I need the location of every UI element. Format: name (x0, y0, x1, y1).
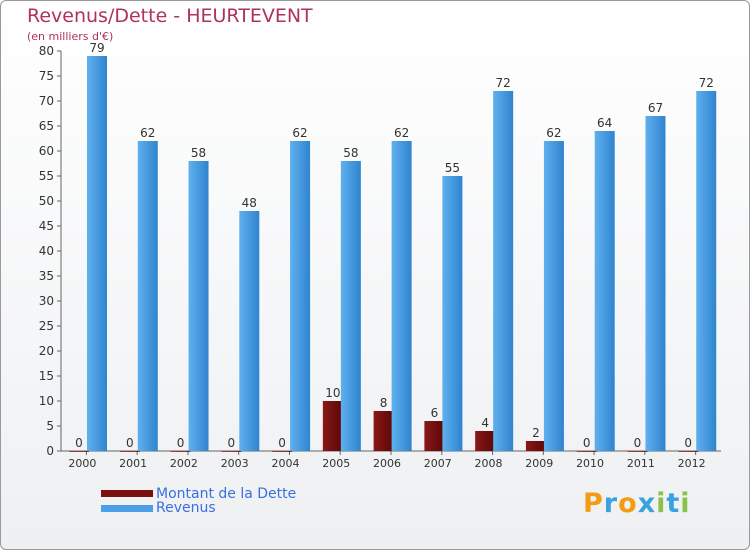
bar-dette (627, 451, 648, 452)
y-tick-label: 65 (39, 119, 54, 133)
bar-revenus (290, 141, 311, 451)
bar-revenus (239, 211, 260, 451)
logo-letter: r (603, 488, 619, 519)
data-label-dette: 0 (177, 436, 185, 450)
y-tick-label: 75 (39, 69, 54, 83)
y-tick-label: 40 (39, 244, 54, 258)
y-tick-label: 5 (46, 419, 54, 433)
data-label-dette: 6 (431, 406, 439, 420)
bar-dette (576, 451, 597, 452)
y-tick-label: 15 (39, 369, 54, 383)
bar-revenus (340, 161, 361, 451)
bar-dette (272, 451, 293, 452)
logo-letter: i (656, 488, 667, 519)
data-label-revenus: 79 (89, 41, 104, 55)
bar-dette (69, 451, 89, 452)
x-tick-label: 2000 (68, 457, 96, 470)
x-tick-label: 2006 (373, 457, 401, 470)
bar-dette (525, 441, 546, 451)
y-tick-label: 0 (46, 444, 54, 458)
y-tick-label: 10 (39, 394, 54, 408)
bar-dette (322, 401, 343, 451)
y-tick-label: 35 (39, 269, 54, 283)
y-tick-label: 80 (39, 44, 54, 58)
data-label-revenus: 58 (343, 146, 358, 160)
data-label-revenus: 67 (648, 101, 663, 115)
x-tick-label: 2001 (119, 457, 147, 470)
bar-dette (373, 411, 394, 451)
data-label-revenus: 64 (597, 116, 612, 130)
chart-subtitle: (en milliers d'€) (27, 30, 114, 43)
data-label-dette: 0 (684, 436, 692, 450)
bar-dette (475, 431, 496, 451)
legend-label-revenus: Revenus (156, 500, 216, 516)
bar-dette (424, 421, 445, 451)
data-label-revenus: 72 (699, 76, 714, 90)
proxiti-logo: Proxiti (583, 488, 691, 519)
x-tick-label: 2003 (221, 457, 249, 470)
legend-swatch-revenus (101, 505, 153, 512)
x-tick-label: 2008 (475, 457, 503, 470)
chart-title: Revenus/Dette - HEURTEVENT (27, 5, 313, 27)
legend-label-dette: Montant de la Dette (156, 486, 297, 502)
data-label-revenus: 62 (546, 126, 561, 140)
bar-revenus (493, 91, 514, 451)
data-label-revenus: 55 (445, 161, 460, 175)
data-label-dette: 2 (532, 426, 540, 440)
bar-revenus (543, 141, 564, 451)
bar-revenus (594, 131, 615, 451)
legend-swatch-dette (101, 490, 153, 497)
y-tick-label: 60 (39, 144, 54, 158)
logo-letter: i (680, 488, 691, 519)
x-tick-label: 2010 (576, 457, 604, 470)
x-tick-label: 2011 (627, 457, 655, 470)
x-tick-label: 2004 (271, 457, 299, 470)
data-label-dette: 8 (380, 396, 388, 410)
data-label-revenus: 62 (394, 126, 409, 140)
data-label-dette: 4 (481, 416, 489, 430)
y-tick-label: 30 (39, 294, 54, 308)
data-label-dette: 0 (634, 436, 642, 450)
data-label-dette: 10 (325, 386, 340, 400)
data-label-dette: 0 (583, 436, 591, 450)
logo-letter: o (618, 488, 638, 519)
x-tick-label: 2007 (424, 457, 452, 470)
y-tick-label: 45 (39, 219, 54, 233)
bar-revenus (188, 161, 209, 451)
bar-dette (221, 451, 242, 452)
bar-revenus (645, 116, 666, 451)
y-tick-label: 70 (39, 94, 54, 108)
data-label-dette: 0 (227, 436, 235, 450)
data-label-revenus: 48 (242, 196, 257, 210)
y-tick-label: 20 (39, 344, 54, 358)
y-tick-label: 55 (39, 169, 54, 183)
x-tick-label: 2005 (322, 457, 350, 470)
bar-revenus (137, 141, 158, 451)
x-tick-label: 2002 (170, 457, 198, 470)
data-label-dette: 0 (75, 436, 83, 450)
data-label-revenus: 72 (496, 76, 511, 90)
data-label-revenus: 58 (191, 146, 206, 160)
bar-revenus (391, 141, 412, 451)
bar-revenus (442, 176, 463, 451)
x-tick-label: 2012 (678, 457, 706, 470)
data-label-revenus: 62 (292, 126, 307, 140)
data-label-dette: 0 (126, 436, 134, 450)
data-label-dette: 0 (278, 436, 286, 450)
x-tick-label: 2009 (525, 457, 553, 470)
bar-dette (678, 451, 699, 452)
logo-letter: t (666, 488, 681, 519)
bar-dette (119, 451, 140, 452)
logo-letter: P (583, 488, 604, 519)
bar-revenus (696, 91, 717, 451)
logo-letter: x (637, 488, 657, 519)
data-label-revenus: 62 (140, 126, 155, 140)
bar-revenus (87, 56, 107, 451)
y-tick-label: 50 (39, 194, 54, 208)
y-tick-label: 25 (39, 319, 54, 333)
bar-dette (170, 451, 191, 452)
